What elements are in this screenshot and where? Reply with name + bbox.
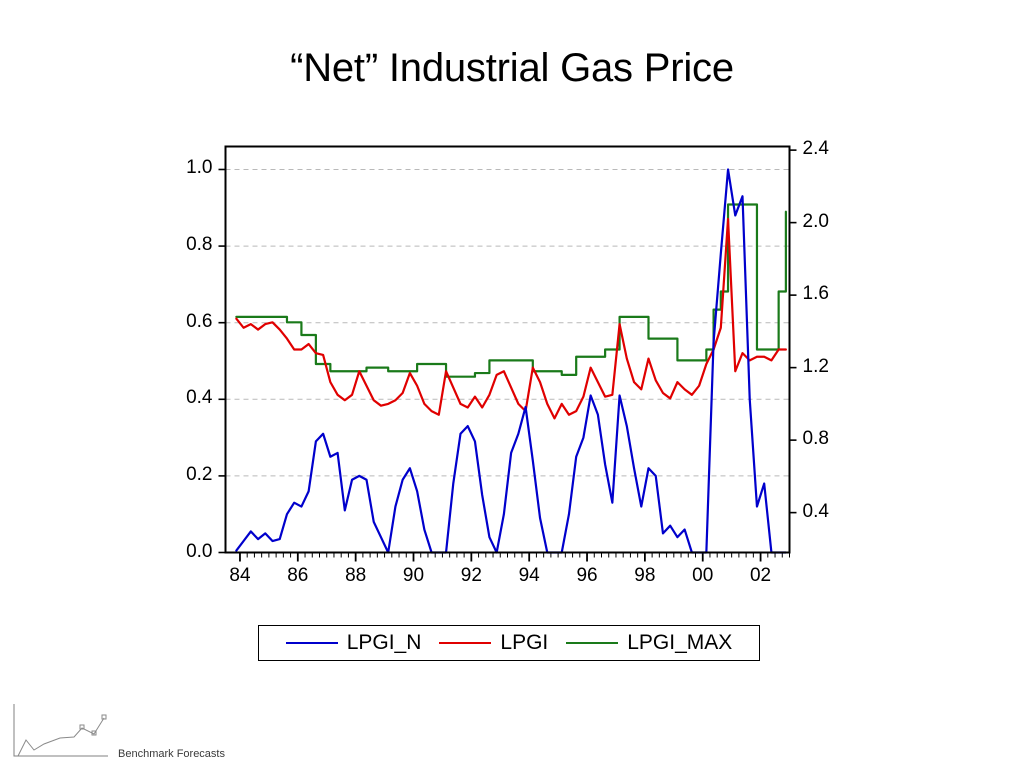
slide-footer xyxy=(0,700,320,768)
right-axis-tick-label: 2.4 xyxy=(802,138,829,160)
chart-legend: LPGI_N LPGI LPGI_MAX xyxy=(258,625,760,661)
x-axis-tick-label: 00 xyxy=(692,564,714,586)
x-axis-tick-label: 94 xyxy=(518,564,540,586)
footer-label: Benchmark Forecasts xyxy=(118,748,225,760)
left-axis-tick-label: 0.0 xyxy=(186,540,213,562)
legend-entry[interactable]: LPGI_MAX xyxy=(566,631,732,655)
benchmark-forecasts-logo xyxy=(13,704,108,757)
x-axis-tick-label: 84 xyxy=(229,564,251,586)
x-axis-tick-label: 92 xyxy=(460,564,482,586)
chart-plot-frame xyxy=(224,145,791,554)
right-axis-tick-label: 1.6 xyxy=(802,283,829,305)
legend-color-swatch xyxy=(285,642,338,644)
legend-label: LPGI xyxy=(500,631,549,654)
right-axis-tick-label: 0.4 xyxy=(802,500,829,522)
x-axis-tick-label: 90 xyxy=(402,564,425,586)
left-axis-tick-label: 1.0 xyxy=(186,157,213,179)
legend-label: LPGI_N xyxy=(346,631,422,654)
left-axis-tick-label: 0.2 xyxy=(186,463,213,485)
legend-color-swatch xyxy=(566,642,619,644)
left-axis-tick-label: 0.6 xyxy=(186,310,213,332)
chart-ticks xyxy=(218,149,797,562)
x-axis-tick-label: 88 xyxy=(345,564,367,586)
x-axis-tick-label: 96 xyxy=(576,564,598,586)
left-axis-tick-label: 0.8 xyxy=(186,234,213,256)
x-axis-tick-label: 86 xyxy=(287,564,309,586)
chart-gridlines xyxy=(225,168,790,477)
x-axis-tick-label: 98 xyxy=(634,564,656,586)
right-axis-tick-label: 0.8 xyxy=(802,428,829,450)
legend-label: LPGI_MAX xyxy=(627,631,733,654)
legend-entry[interactable]: LPGI xyxy=(439,631,548,655)
chart-series-layer xyxy=(235,168,787,554)
page-title: “Net” Industrial Gas Price xyxy=(290,46,734,90)
left-axis-tick-label: 0.4 xyxy=(186,387,213,409)
right-axis-tick-label: 2.0 xyxy=(802,210,829,232)
x-axis-tick-label: 02 xyxy=(749,564,772,586)
legend-color-swatch xyxy=(439,642,492,644)
right-axis-tick-label: 1.2 xyxy=(802,355,829,377)
legend-entry[interactable]: LPGI_N xyxy=(285,631,422,655)
